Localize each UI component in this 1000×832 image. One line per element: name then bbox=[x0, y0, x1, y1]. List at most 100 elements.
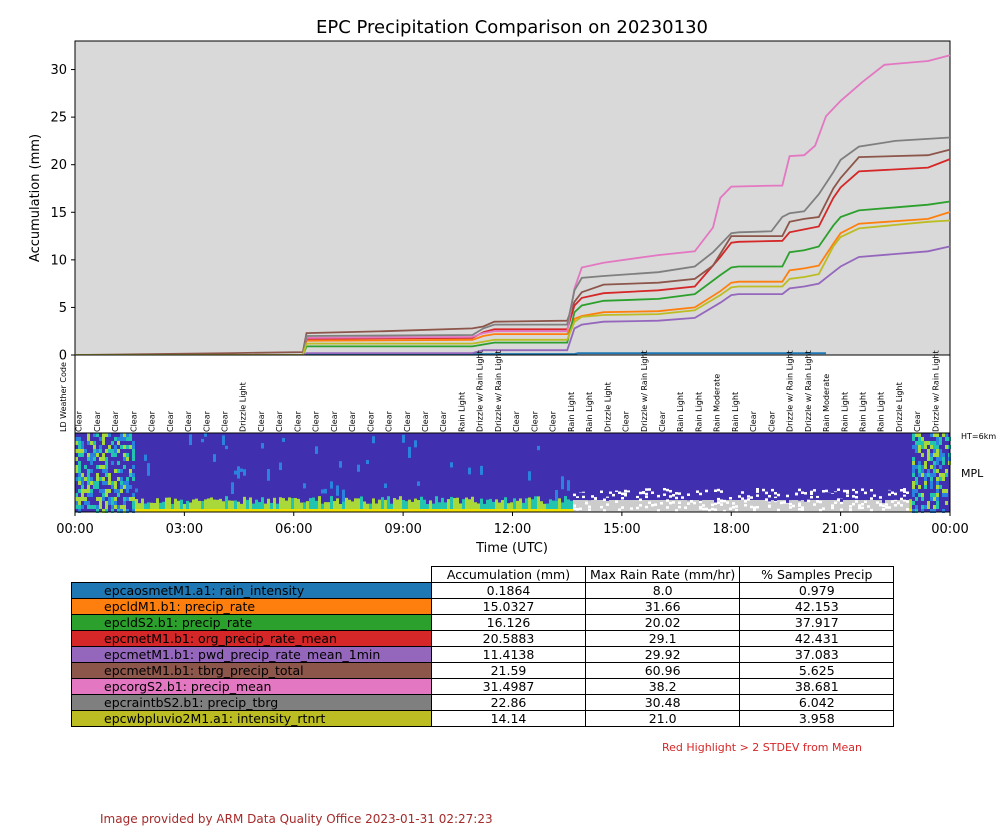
mpl-cell bbox=[159, 509, 162, 512]
mpl-cell bbox=[372, 498, 375, 512]
mpl-cell bbox=[726, 501, 729, 504]
mpl-cell bbox=[447, 499, 450, 512]
mpl-cell bbox=[99, 477, 102, 481]
mpl-cell bbox=[588, 508, 591, 511]
mpl-cell bbox=[717, 497, 720, 501]
series-line-2 bbox=[75, 211, 951, 356]
mpl-cell bbox=[492, 509, 495, 512]
mpl-cell bbox=[75, 501, 78, 505]
mpl-cell bbox=[147, 502, 150, 512]
mpl-cell bbox=[102, 453, 105, 457]
mpl-cell bbox=[792, 504, 795, 508]
mpl-cell bbox=[336, 498, 339, 512]
mpl-cell bbox=[537, 509, 540, 512]
mpl-cell bbox=[663, 488, 666, 491]
mpl-cell bbox=[582, 500, 585, 512]
mpl-cell bbox=[114, 497, 117, 501]
mpl-cell bbox=[96, 433, 99, 437]
mpl-cell bbox=[936, 457, 939, 461]
mpl-cell bbox=[933, 441, 936, 445]
mpl-cell bbox=[144, 509, 147, 512]
mpl-cell bbox=[105, 473, 108, 477]
mpl-cell bbox=[189, 434, 192, 446]
mpl-cell bbox=[918, 485, 921, 489]
mpl-cell bbox=[351, 509, 354, 512]
mpl-cell bbox=[903, 488, 906, 491]
weather-code-label: Clear bbox=[221, 410, 230, 432]
mpl-cell bbox=[519, 509, 522, 512]
mpl-cell bbox=[753, 506, 756, 509]
mpl-cell bbox=[600, 505, 603, 509]
mpl-cell bbox=[651, 495, 654, 499]
mpl-cell bbox=[921, 509, 924, 513]
mpl-cell bbox=[696, 500, 699, 512]
mpl-cell bbox=[573, 493, 576, 497]
mpl-cell bbox=[189, 509, 192, 512]
mpl-cell bbox=[933, 461, 936, 465]
mpl-cell bbox=[252, 503, 255, 512]
mpl-cell bbox=[123, 437, 126, 441]
mpl-cell bbox=[915, 481, 918, 485]
mpl-cell bbox=[747, 500, 750, 512]
mpl-cell bbox=[642, 500, 645, 512]
mpl-cell bbox=[936, 449, 939, 453]
mpl-cell bbox=[756, 488, 759, 491]
mpl-cell bbox=[126, 481, 129, 485]
mpl-cell bbox=[675, 496, 678, 500]
mpl-cell bbox=[75, 493, 78, 497]
weather-code-label: Clear bbox=[166, 410, 175, 432]
mpl-cell bbox=[597, 500, 600, 512]
mpl-cell bbox=[687, 493, 690, 496]
mpl-cell bbox=[774, 498, 777, 502]
mpl-cell bbox=[783, 501, 786, 504]
mpl-cell bbox=[666, 506, 669, 509]
mpl-cell bbox=[78, 505, 81, 509]
mpl-cell bbox=[561, 476, 564, 490]
mpl-cell bbox=[135, 488, 138, 493]
mpl-cell bbox=[912, 501, 915, 505]
mpl-height-label: HT=6km bbox=[961, 432, 996, 441]
mpl-cell bbox=[813, 494, 816, 498]
weather-code-label: Clear bbox=[512, 410, 521, 432]
mpl-cell bbox=[621, 492, 624, 495]
mpl-cell bbox=[87, 469, 90, 473]
mpl-cell bbox=[81, 477, 84, 481]
mpl-cell bbox=[672, 500, 675, 512]
mpl-cell bbox=[432, 503, 435, 512]
table-row: epcraintbS2.b1: precip_tbrg 22.86 30.48 6.0… bbox=[71, 694, 895, 711]
weather-code-label: Rain Light bbox=[694, 392, 703, 432]
mpl-cell bbox=[273, 497, 276, 512]
mpl-cell bbox=[852, 491, 855, 495]
mpl-cell bbox=[453, 498, 456, 512]
mpl-cell bbox=[78, 481, 81, 485]
mpl-cell bbox=[96, 453, 99, 457]
mpl-cell bbox=[123, 497, 126, 501]
mpl-cell bbox=[348, 509, 351, 512]
mpl-cell bbox=[726, 500, 729, 512]
mpl-cell bbox=[84, 449, 87, 453]
mpl-cell bbox=[819, 500, 822, 512]
mpl-cell bbox=[402, 500, 405, 512]
series-label-cell: epcraintbS2.b1: precip_tbrg bbox=[71, 694, 432, 711]
mpl-cell bbox=[117, 493, 120, 497]
mpl-cell bbox=[99, 497, 102, 501]
weather-code-label: Drizzle Light bbox=[895, 382, 904, 432]
mpl-cell bbox=[813, 503, 816, 506]
mpl-cell bbox=[345, 497, 348, 512]
mpl-cell bbox=[537, 445, 540, 451]
mpl-cell bbox=[912, 481, 915, 485]
mpl-cell bbox=[861, 503, 864, 506]
mpl-cell bbox=[408, 509, 411, 512]
mpl-cell bbox=[939, 477, 942, 481]
mpl-cell bbox=[450, 509, 453, 512]
mpl-label: MPL bbox=[961, 467, 984, 480]
mpl-cell bbox=[930, 481, 933, 485]
mpl-cell bbox=[180, 499, 183, 512]
mpl-cell bbox=[477, 503, 480, 512]
mpl-cell bbox=[480, 498, 483, 512]
value-cell: 31.66 bbox=[584, 598, 741, 615]
mpl-cell bbox=[663, 500, 666, 512]
mpl-cell bbox=[132, 493, 135, 497]
mpl-cell bbox=[114, 437, 117, 441]
mpl-cell bbox=[876, 500, 879, 512]
